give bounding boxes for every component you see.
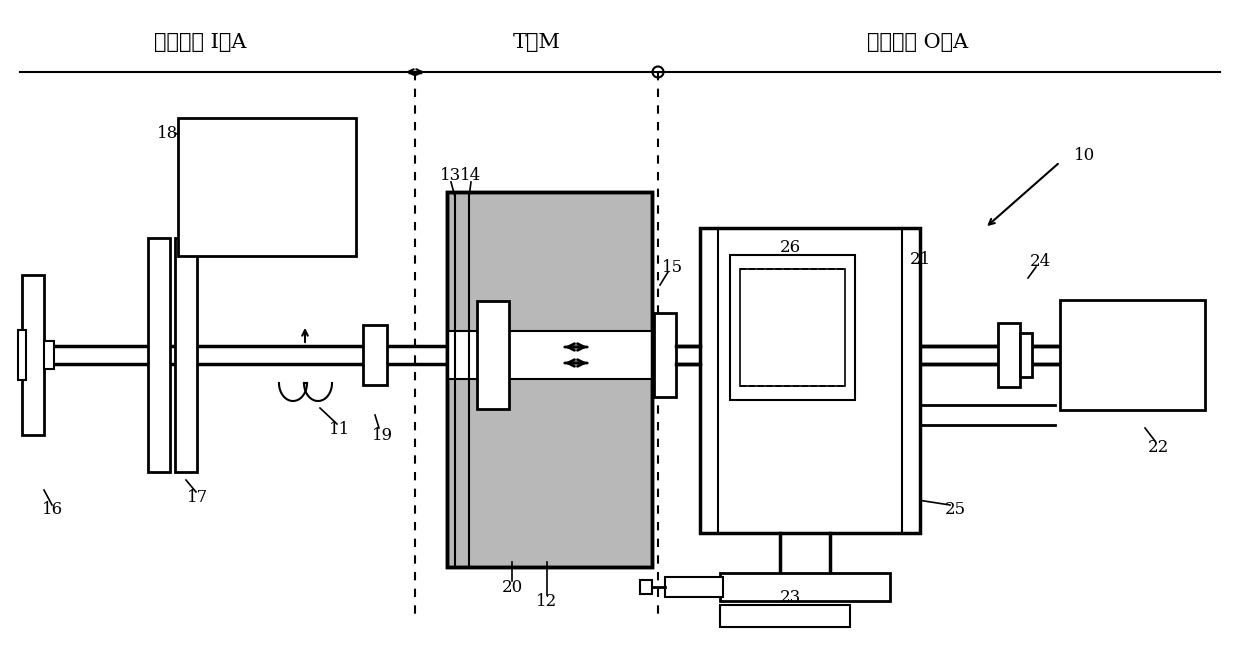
Bar [653,313,676,397]
Bar [22,275,43,435]
Text: 14: 14 [460,168,481,184]
Text: 23: 23 [780,590,801,606]
Bar [148,238,170,472]
Bar [43,341,55,369]
Bar [477,301,508,409]
Text: T／M: T／M [513,32,560,52]
Text: 11: 11 [330,421,351,439]
Bar [1060,300,1205,410]
Bar [179,118,356,256]
Text: 15: 15 [661,259,682,275]
Bar [640,580,652,594]
Text: 10: 10 [1074,146,1096,163]
Bar [363,325,387,385]
Text: 24: 24 [1029,253,1050,270]
Bar [720,605,849,627]
Text: 20: 20 [501,579,522,595]
Bar [701,228,920,533]
Text: 18: 18 [157,124,179,141]
Bar [740,269,844,386]
Text: 13: 13 [440,168,461,184]
Bar [446,192,652,567]
Text: 25: 25 [945,502,966,519]
Text: 22: 22 [1147,439,1168,455]
Bar [446,331,652,379]
Text: 16: 16 [41,502,62,519]
Bar [665,577,723,597]
Text: 17: 17 [187,490,208,506]
Bar [19,330,26,380]
Bar [730,255,856,400]
Bar [998,323,1021,387]
Text: 21: 21 [909,252,931,268]
Text: 26: 26 [780,239,801,257]
Text: 输出轴妁 O／A: 输出轴妁 O／A [867,32,968,52]
Text: 输入轴妁 I／A: 输入轴妁 I／A [154,32,247,52]
Bar [720,573,890,601]
Bar [446,192,652,567]
Text: 19: 19 [372,426,393,444]
Bar [175,238,197,472]
Text: 12: 12 [537,593,558,611]
Bar [1021,333,1032,377]
